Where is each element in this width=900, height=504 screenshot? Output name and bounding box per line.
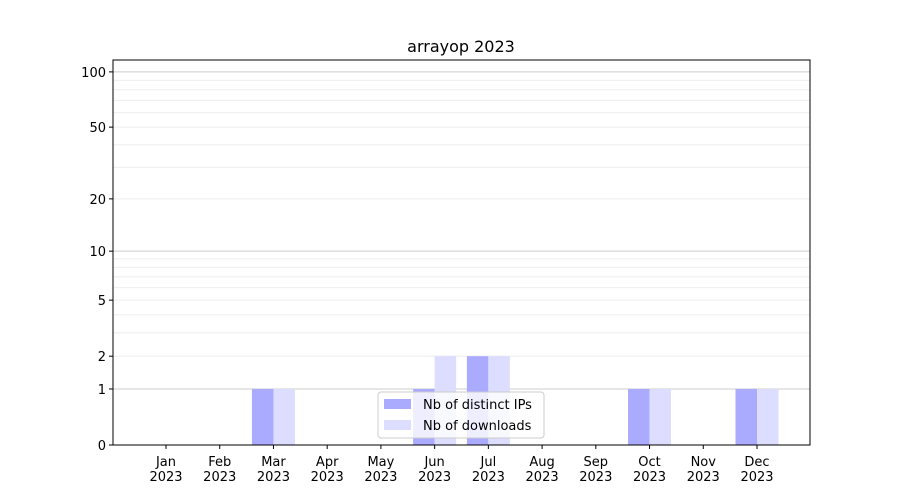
x-tick-label: Jun [423, 455, 444, 470]
y-tick-label: 10 [89, 245, 106, 260]
legend-swatch [384, 399, 411, 409]
bar-distinct-ips [735, 388, 757, 445]
x-tick-label: Dec [744, 455, 769, 470]
x-tick-label: 2023 [633, 470, 666, 485]
bar-downloads [757, 388, 779, 445]
x-tick-label: Jan [155, 455, 176, 470]
bar-downloads [649, 388, 672, 445]
x-tick-label: Nov [691, 455, 717, 470]
x-tick-label: 2023 [687, 470, 720, 485]
x-tick-label: Mar [261, 455, 286, 470]
y-tick-label: 20 [89, 193, 106, 208]
plot-frame [112, 59, 811, 446]
x-tick-label: 2023 [526, 470, 559, 485]
y-tick-label: 0 [98, 439, 106, 454]
y-tick-label: 1 [98, 383, 106, 398]
x-tick-label: 2023 [418, 470, 451, 485]
x-tick-label: 2023 [740, 470, 773, 485]
bar-downloads [273, 388, 295, 445]
chart-title: arrayop 2023 [407, 37, 515, 56]
x-tick-label: 2023 [203, 470, 236, 485]
x-tick-label: 2023 [311, 470, 344, 485]
bar-distinct-ips [251, 388, 274, 445]
x-tick-label: Feb [208, 455, 231, 470]
x-tick-label: May [367, 455, 394, 470]
legend-label: Nb of distinct IPs [423, 398, 532, 413]
y-tick-label: 50 [89, 121, 106, 136]
x-tick-label: Aug [529, 455, 554, 470]
x-tick-label: Sep [584, 455, 609, 470]
legend-box [377, 391, 545, 439]
y-tick-label: 2 [98, 350, 106, 365]
bar-distinct-ips [628, 388, 650, 445]
y-tick-label: 5 [98, 294, 106, 309]
x-tick-label: Apr [316, 455, 339, 470]
legend-label: Nb of downloads [423, 419, 532, 434]
x-tick-label: Oct [638, 455, 660, 470]
legend-swatch [384, 420, 411, 430]
x-tick-label: 2023 [364, 470, 397, 485]
x-tick-label: 2023 [257, 470, 290, 485]
x-tick-label: 2023 [472, 470, 505, 485]
x-tick-label: Jul [480, 455, 497, 470]
x-tick-label: 2023 [149, 470, 182, 485]
x-tick-label: 2023 [579, 470, 612, 485]
y-tick-label: 100 [81, 66, 106, 81]
